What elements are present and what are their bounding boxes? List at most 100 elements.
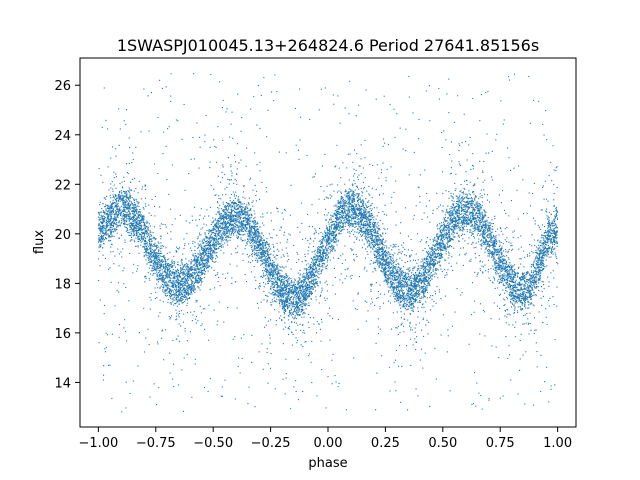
data-point bbox=[410, 306, 412, 308]
data-point bbox=[182, 281, 184, 283]
data-point bbox=[412, 298, 414, 300]
data-point bbox=[150, 255, 152, 257]
data-point bbox=[150, 234, 152, 236]
data-point bbox=[485, 228, 487, 230]
data-point bbox=[144, 239, 146, 241]
data-point bbox=[173, 263, 175, 265]
data-point bbox=[347, 217, 349, 220]
data-point bbox=[481, 226, 484, 228]
data-point bbox=[287, 308, 289, 310]
data-point bbox=[432, 253, 434, 255]
data-point bbox=[548, 236, 550, 238]
data-point bbox=[418, 295, 420, 297]
data-point bbox=[322, 235, 324, 238]
data-point bbox=[513, 294, 515, 296]
data-point bbox=[339, 208, 341, 210]
data-point bbox=[424, 265, 426, 267]
data-point bbox=[480, 208, 482, 210]
data-point bbox=[311, 286, 313, 288]
data-point bbox=[136, 216, 138, 218]
data-point bbox=[399, 268, 401, 270]
data-point bbox=[322, 238, 324, 240]
data-point bbox=[348, 211, 350, 213]
data-point bbox=[183, 265, 185, 267]
data-point bbox=[378, 246, 380, 248]
data-point bbox=[298, 279, 300, 281]
data-point bbox=[490, 241, 492, 243]
data-point bbox=[148, 267, 150, 269]
data-point bbox=[473, 198, 475, 200]
data-point bbox=[178, 287, 180, 289]
data-point bbox=[504, 259, 506, 261]
data-point bbox=[447, 224, 449, 227]
data-point bbox=[229, 197, 231, 199]
data-point bbox=[549, 226, 552, 228]
data-point bbox=[204, 273, 206, 275]
data-point bbox=[101, 222, 103, 225]
data-point bbox=[275, 290, 277, 292]
data-point bbox=[258, 242, 261, 244]
data-point bbox=[200, 255, 202, 257]
data-point bbox=[265, 263, 267, 265]
data-point bbox=[272, 291, 274, 293]
data-point bbox=[99, 229, 101, 231]
data-point bbox=[124, 192, 126, 194]
data-point bbox=[230, 218, 232, 220]
data-point bbox=[298, 290, 300, 292]
data-point bbox=[435, 249, 437, 251]
data-point bbox=[385, 256, 387, 258]
data-point bbox=[134, 210, 137, 212]
data-point bbox=[195, 270, 197, 272]
data-point bbox=[510, 280, 512, 282]
data-point bbox=[164, 274, 166, 276]
data-point bbox=[363, 206, 365, 209]
data-point bbox=[518, 277, 521, 279]
data-point bbox=[212, 221, 214, 223]
data-point bbox=[535, 268, 537, 270]
data-point bbox=[371, 238, 373, 240]
data-point bbox=[417, 281, 419, 283]
data-point bbox=[264, 259, 266, 261]
data-point bbox=[190, 263, 192, 265]
data-point bbox=[346, 206, 348, 208]
data-point bbox=[274, 269, 276, 271]
data-point bbox=[457, 225, 459, 227]
data-point bbox=[100, 231, 102, 233]
data-point bbox=[104, 229, 106, 231]
data-point bbox=[293, 283, 295, 285]
data-point bbox=[441, 233, 443, 236]
data-point bbox=[353, 210, 356, 212]
data-point bbox=[370, 232, 372, 234]
data-point bbox=[108, 205, 110, 207]
data-point bbox=[493, 234, 495, 236]
data-point bbox=[340, 212, 342, 214]
data-point bbox=[298, 293, 300, 295]
data-point bbox=[447, 217, 449, 219]
data-point bbox=[226, 214, 228, 216]
data-point bbox=[489, 229, 491, 231]
data-point bbox=[110, 206, 112, 208]
data-point bbox=[236, 214, 239, 216]
data-point bbox=[219, 232, 221, 234]
data-point bbox=[514, 289, 516, 292]
data-point bbox=[549, 224, 551, 226]
data-point bbox=[216, 244, 218, 246]
data-point bbox=[507, 256, 509, 259]
data-point bbox=[452, 204, 454, 206]
data-point bbox=[291, 313, 293, 315]
data-point bbox=[344, 206, 346, 208]
data-point bbox=[256, 225, 259, 227]
data-point bbox=[424, 278, 427, 281]
data-point bbox=[243, 210, 245, 212]
data-point bbox=[436, 249, 438, 251]
data-point bbox=[306, 273, 309, 275]
data-point bbox=[303, 292, 305, 295]
data-point bbox=[221, 234, 223, 236]
data-point bbox=[510, 286, 512, 288]
data-point bbox=[191, 281, 193, 283]
data-point bbox=[423, 275, 425, 277]
data-point bbox=[351, 225, 353, 227]
data-point bbox=[537, 260, 539, 262]
data-point bbox=[181, 284, 183, 286]
data-point bbox=[113, 225, 115, 228]
